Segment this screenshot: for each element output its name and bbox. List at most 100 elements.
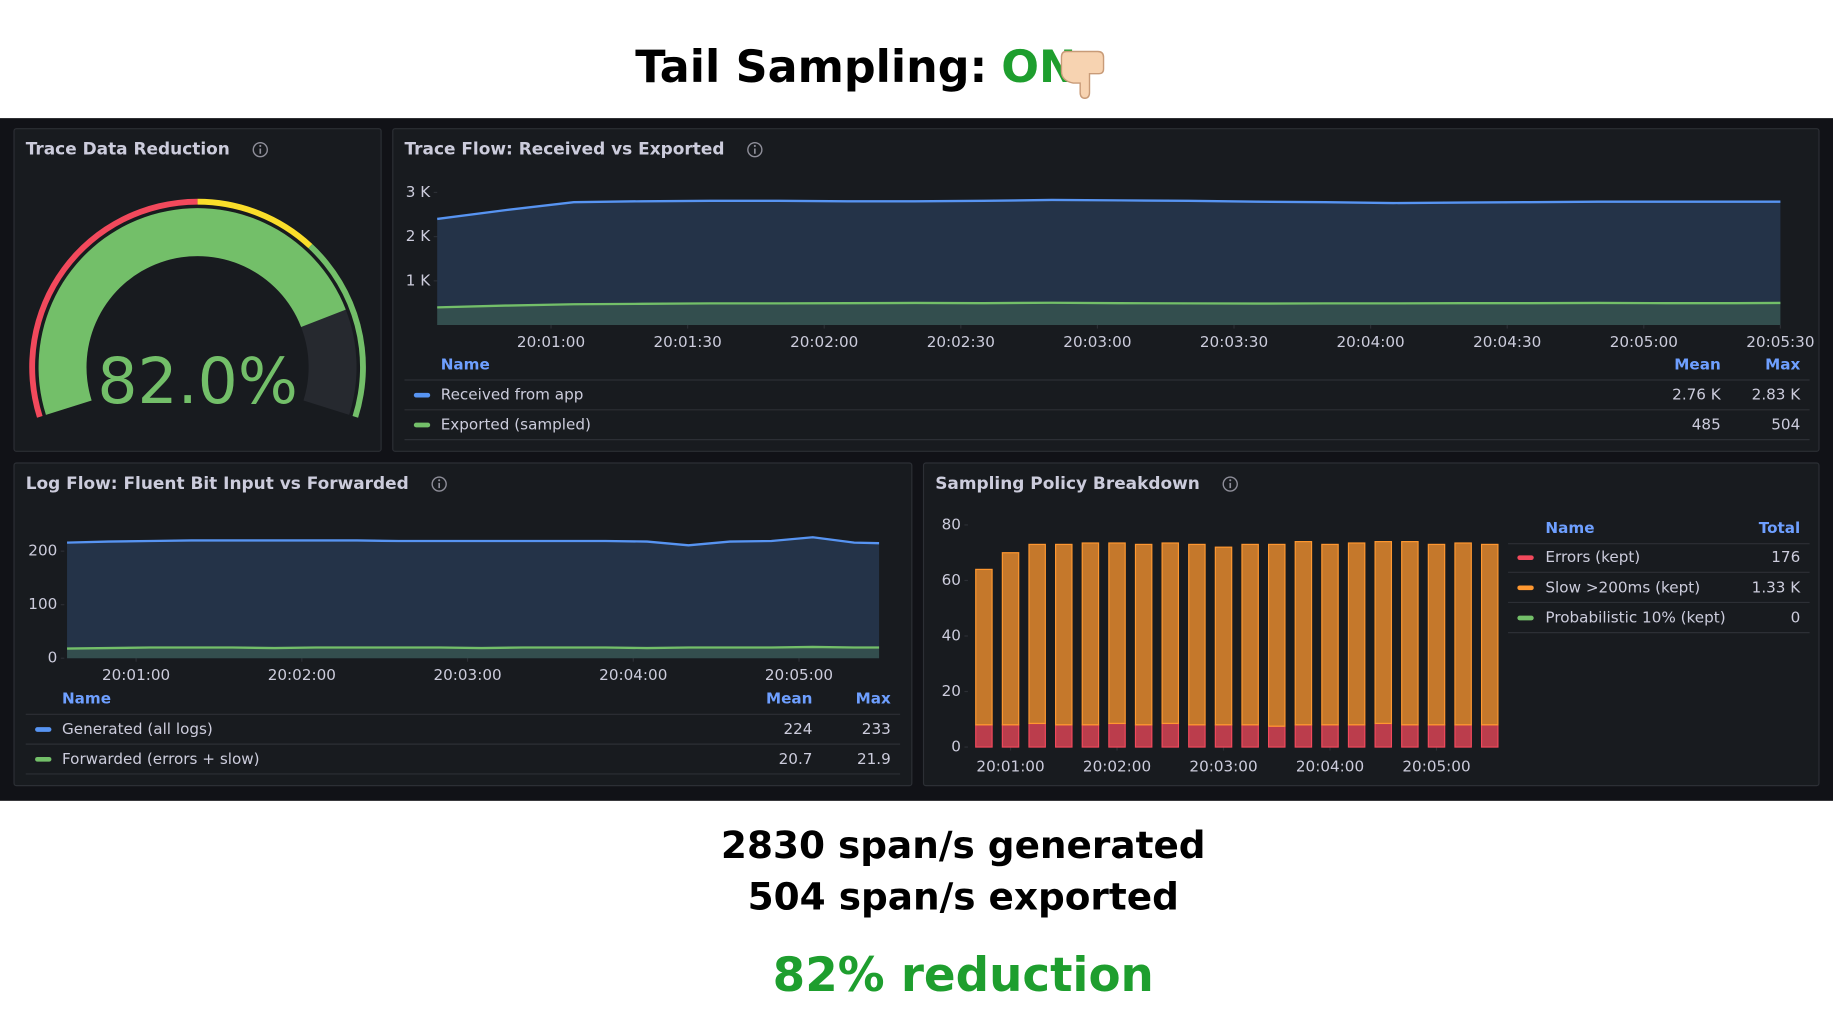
x-tick-label: 20:01:00 [976,757,1044,775]
threshold-band [308,244,366,418]
legend-header: Name [441,355,490,373]
bar-segment [1081,542,1100,726]
bar-segment [1028,543,1046,725]
y-tick-label: 0 [48,649,58,667]
legend-name: Forwarded (errors + slow) [62,750,260,768]
legend-header: Total [1759,519,1800,537]
legend-swatch [1517,585,1534,591]
legend-header: Mean [1674,355,1720,373]
info-icon [1222,476,1238,492]
y-tick-label: 80 [942,515,961,533]
summary-line: 504 span/s exported [748,875,1179,919]
legend-swatch [1517,555,1534,561]
x-tick-label: 20:02:00 [790,333,858,351]
bar-segment [1001,552,1020,726]
legend-header: Max [856,690,891,708]
series-line [437,301,1781,309]
series-line [67,645,880,650]
series-area [67,646,880,659]
bar-segment [1214,724,1233,748]
bar-segment [1454,724,1472,748]
bar-segment [1188,543,1206,726]
x-tick-label: 20:02:00 [268,666,336,684]
panel-title: Log Flow: Fluent Bit Input vs Forwarded [26,473,409,493]
x-tick-label: 20:03:00 [1189,757,1257,775]
bar-segment [1267,543,1286,727]
x-tick-label: 20:03:00 [433,666,501,684]
pointing-hand-icon [1060,50,1105,99]
series-area [437,302,1781,326]
summary-line: 2830 span/s generated [721,823,1206,867]
bar-segment [1401,541,1419,726]
info-icon-dot [753,144,756,148]
y-tick-label: 60 [942,571,961,589]
panel [392,128,1820,452]
series-area [437,199,1781,326]
gauge-value: 82.0% [97,344,297,418]
legend-header: Name [1545,519,1594,537]
bar-segment [1081,724,1100,748]
bar-segment [1028,722,1046,748]
legend-value: 2.76 K [1672,386,1722,404]
x-tick-label: 20:05:30 [1746,333,1814,351]
bar-segment [1401,724,1419,748]
x-tick-label: 20:03:30 [1200,333,1268,351]
info-icon-ring [431,476,447,492]
bar-segment [1374,722,1393,748]
panel-title: Trace Data Reduction [26,139,230,159]
info-icon-dot [1229,479,1232,482]
bar-segment [975,568,993,726]
y-tick-label: 40 [942,626,961,644]
bar-segment [1321,543,1339,726]
panel [13,128,382,452]
legend-name: Received from app [441,386,584,404]
legend-header: Max [1765,355,1800,373]
bar-segment [1294,724,1313,748]
legend-swatch [35,727,52,732]
y-tick-label: 20 [942,682,961,700]
info-icon [431,476,447,492]
legend-value: 21.9 [857,750,891,768]
legend-swatch [1517,615,1534,621]
x-tick-label: 20:04:30 [1473,333,1541,351]
bar-segment [1055,543,1073,726]
y-tick-label: 2 K [406,227,431,245]
bar-segment [1374,541,1393,725]
y-tick-label: 0 [951,738,961,756]
slide-title: Tail Sampling: ON [635,42,1076,93]
series-line [437,198,1781,221]
x-tick-label: 20:03:00 [1063,333,1131,351]
x-tick-label: 20:01:00 [102,666,170,684]
x-tick-label: 20:04:00 [1296,757,1364,775]
legend-value: 176 [1771,548,1800,566]
x-tick-label: 20:05:00 [1610,333,1678,351]
bar-segment [1188,724,1206,748]
legend-name: Exported (sampled) [441,415,591,433]
info-icon-ring [747,141,763,158]
threshold-band [197,198,313,249]
bar-segment [1161,542,1180,725]
series-line [67,536,880,547]
legend-value: 1.33 K [1752,578,1802,596]
bar-segment [1347,724,1366,748]
bar-segment [1214,546,1233,726]
y-tick-label: 3 K [406,183,431,201]
gauge-value-arc [38,208,346,415]
bar-segment [1108,542,1126,725]
x-tick-label: 20:02:00 [1083,757,1151,775]
bar-segment [1427,724,1446,748]
info-icon-ring [252,141,268,158]
panel [13,462,913,787]
x-tick-label: 20:05:00 [1402,757,1470,775]
panel-title: Sampling Policy Breakdown [935,473,1200,493]
y-tick-label: 200 [28,542,57,560]
info-icon [747,141,763,158]
bar-segment [1321,724,1339,748]
legend-value: 0 [1791,608,1801,626]
bar-segment [1480,724,1499,748]
bar-segment [1294,541,1313,726]
bar-segment [1267,725,1286,748]
title-text: Tail Sampling: [635,42,987,93]
y-tick-label: 100 [28,595,57,613]
